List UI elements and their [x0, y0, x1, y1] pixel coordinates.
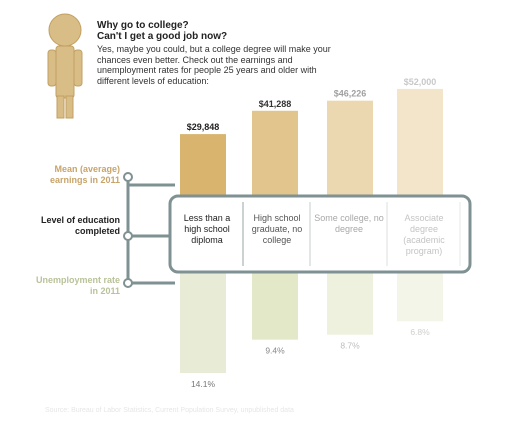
mean-earnings-label: Mean (average) earnings in 2011	[49, 164, 120, 185]
education-level-label: Level of education completed	[40, 215, 120, 236]
earnings-data-label: $46,226	[334, 89, 367, 99]
connector-dot-earnings	[123, 172, 133, 182]
connector-dot-unemp	[123, 278, 133, 288]
intro-title-line2: Can't I get a good job now?	[97, 31, 228, 42]
earnings-data-label: $29,848	[187, 122, 220, 132]
intro-title: Why go to college? Can't I get a good jo…	[97, 20, 337, 42]
earnings-bar	[397, 88, 443, 195]
category-cell: High school graduate, no college	[251, 213, 303, 245]
unemployment-data-label: 8.7%	[340, 341, 360, 351]
unemployment-data-label: 6.8%	[410, 327, 430, 337]
earnings-bar	[252, 110, 298, 195]
category-band	[168, 194, 472, 274]
category-cell: Less than a high school diploma	[183, 213, 231, 245]
intro-title-line1: Why go to college?	[97, 20, 189, 31]
connector-dot-level	[123, 231, 133, 241]
earnings-data-label: $41,288	[259, 99, 292, 109]
intro-body: Yes, maybe you could, but a college degr…	[97, 44, 331, 86]
earnings-data-label: $52,000	[404, 77, 437, 87]
earnings-bar	[327, 100, 373, 195]
category-cell: Some college, no degree	[314, 213, 384, 234]
unemployment-data-label: 9.4%	[265, 346, 285, 356]
unemployment-data-label: 14.1%	[191, 379, 216, 389]
unemployment-bar	[327, 273, 373, 335]
unemployment-bar	[397, 273, 443, 322]
unemployment-bar	[180, 273, 226, 373]
category-cell: Associate degree (academic program)	[403, 213, 445, 256]
unemployment-bar	[252, 273, 298, 340]
person-icon	[47, 13, 83, 119]
source-note: Source: Bureau of Labor Statistics, Curr…	[45, 407, 294, 414]
earnings-bar	[180, 134, 226, 195]
unemployment-rate-label: Unemployment rate in 2011	[35, 275, 120, 296]
